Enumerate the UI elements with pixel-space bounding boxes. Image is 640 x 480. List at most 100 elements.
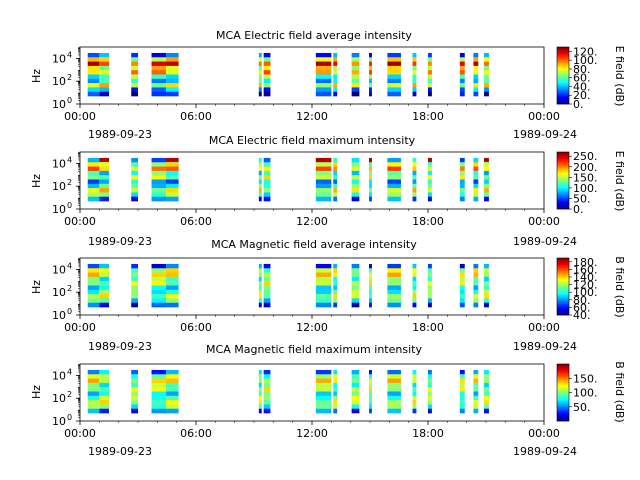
spectral-cell [99,162,109,167]
spectral-cell [412,57,417,62]
colorbar-tick-label: 50. [573,192,591,205]
spectral-cell [484,74,489,80]
spectral-cell [166,74,179,80]
colorbar-frame [556,151,570,210]
colorbar-cell [557,259,569,262]
spectral-cell [151,188,167,193]
colorbar-cell [557,365,569,368]
spectral-cell [263,196,271,202]
spectral-cell [412,382,417,388]
spectral-cell [387,276,401,282]
spectral-cell [369,382,372,388]
spectral-cell [333,281,338,286]
spectral-cell [263,175,271,180]
spectral-cell [131,272,138,278]
spectral-cell [166,263,179,269]
spectral-cell [99,374,109,379]
x-tick-label: 00:00 [64,215,96,228]
spectral-cell [484,298,489,304]
segment [151,52,167,97]
colorbar-cell [557,310,569,313]
spectral-cell [131,78,138,84]
spectral-cell [258,294,262,299]
segment [428,263,432,308]
spectral-cell [258,408,262,414]
spectral-cell [315,369,332,375]
spectral-cell [258,175,262,180]
spectral-cell [258,276,262,282]
spectral-cell [412,61,417,67]
spectral-cell [333,263,338,269]
y-tick-exponent: 4 [67,261,72,270]
spectral-cell [333,162,338,167]
spectral-cell [428,196,432,202]
spectral-cell [459,188,465,193]
spectral-cell [315,378,332,384]
spectral-cell [351,52,360,58]
spectral-cell [263,263,271,269]
y-axis-label: Hz [30,280,43,294]
colorbar-cell [557,280,569,283]
segment [151,369,167,414]
spectral-cell [387,374,401,379]
spectral-cell [258,61,262,67]
colorbar-cell [557,398,569,400]
spectral-cell [428,57,432,62]
spectral-cell [412,91,417,97]
segment [87,52,100,97]
panel-title: MCA Magnetic field average intensity [211,238,417,251]
spectral-cell [99,263,109,269]
segment [412,52,417,97]
colorbar-cell [557,395,569,398]
colorbar-cell [557,406,569,409]
x-tick-label: 00:00 [64,321,96,334]
spectral-cell [484,408,489,414]
spectral-cell [166,374,179,379]
spectral-cell [333,395,338,401]
spectral-cell [131,57,138,62]
spectral-cell [87,391,100,397]
colorbar-cell [557,159,569,161]
spectral-cell [473,52,479,58]
spectral-cell [484,196,489,202]
x-tick-label: 12:00 [296,321,328,334]
y-tick-label: 10 [52,180,66,193]
colorbar-cell [557,375,569,378]
colorbar-cell [557,152,569,154]
spectral-cell [484,382,489,388]
spectral-cell [258,74,262,80]
x-tick-label: 00:00 [64,427,96,440]
x-tick-label: 00:00 [528,215,560,228]
spectral-cell [369,74,372,80]
colorbar-cell [557,267,569,270]
spectral-cell [263,298,271,304]
colorbar-cell [557,258,569,260]
spectral-cell [151,52,167,58]
spectral-cell [131,374,138,379]
colorbar-frame [556,257,570,316]
segment [428,52,432,97]
spectral-cell [315,70,332,75]
spectral-cell [412,285,417,291]
spectral-cell [99,87,109,93]
colorbar-cell [557,76,569,79]
colorbar-cell [557,51,569,53]
spectral-cell [369,369,372,375]
colorbar-tick-label: 100. [573,387,598,400]
spectral-cell [484,263,489,269]
spectral-cell [484,78,489,84]
spectral-cell [369,157,372,162]
spectral-cell [428,74,432,80]
spectral-cell [258,170,262,176]
spectral-cell [99,175,109,180]
spectral-cell [87,263,100,269]
spectral-cell [387,52,401,58]
spectral-cell [459,391,465,397]
spectral-cell [369,281,372,286]
spectral-cell [151,162,167,167]
spectral-cell [351,175,360,180]
segment [351,52,360,97]
spectral-cell [428,166,432,172]
spectral-cell [151,404,167,410]
spectral-cell [258,302,262,308]
